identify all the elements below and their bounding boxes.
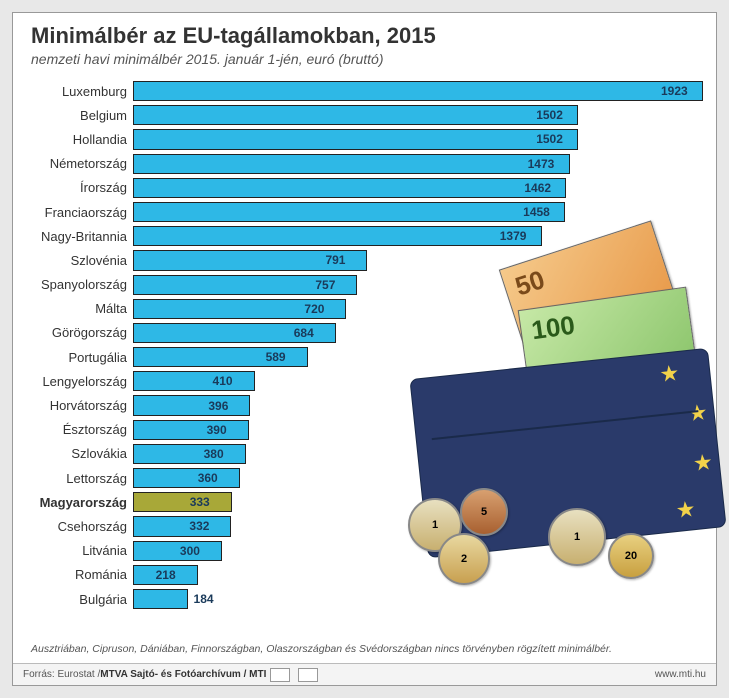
bar-row: Hollandia 1502 xyxy=(13,127,713,151)
euro-coin-icon: 5 xyxy=(460,488,508,536)
bar-value-label: 1502 xyxy=(536,108,563,122)
bar-category-label: Franciaország xyxy=(13,205,133,220)
bar xyxy=(133,178,566,198)
bar xyxy=(133,154,570,174)
bar-value-label: 1502 xyxy=(536,132,563,146)
bar xyxy=(133,129,578,149)
bar-value-label: 1923 xyxy=(661,84,688,98)
bar xyxy=(133,420,249,440)
bar-row: Luxemburg 1923 xyxy=(13,79,713,103)
bar-value-label: 1473 xyxy=(528,157,555,171)
bar-value-label: 360 xyxy=(198,471,218,485)
bar-category-label: Hollandia xyxy=(13,132,133,147)
bar-value-label: 300 xyxy=(180,544,200,558)
bar-value-label: 791 xyxy=(325,253,345,267)
bar-value-label: 332 xyxy=(189,519,209,533)
bar-row: Írország 1462 xyxy=(13,176,713,200)
bar-category-label: Szlovénia xyxy=(13,253,133,268)
bar xyxy=(133,589,188,609)
bar-category-label: Magyarország xyxy=(13,495,133,510)
bar xyxy=(133,81,703,101)
bar-category-label: Horvátország xyxy=(13,398,133,413)
bar-category-label: Németország xyxy=(13,156,133,171)
bar-category-label: Litvánia xyxy=(13,543,133,558)
bar-category-label: Lettország xyxy=(13,471,133,486)
bar-category-label: Portugália xyxy=(13,350,133,365)
source-url: www.mti.hu xyxy=(655,669,706,680)
source-bold: MTVA Sajtó- és Fotóarchívum / MTI xyxy=(100,669,266,680)
chart-title: Minimálbér az EU-tagállamokban, 2015 xyxy=(31,23,436,49)
bar-value-label: 1458 xyxy=(523,205,550,219)
bar-row: Franciaország 1458 xyxy=(13,200,713,224)
bar xyxy=(133,444,246,464)
bar-category-label: Románia xyxy=(13,567,133,582)
euro-coin-icon: 2 xyxy=(438,533,490,585)
credits-bar: Forrás: Eurostat / MTVA Sajtó- és Fotóar… xyxy=(13,663,716,685)
bar xyxy=(133,492,232,512)
bar-value-label: 684 xyxy=(294,326,314,340)
euro-coin-icon: 20 xyxy=(608,533,654,579)
bar-value-label: 757 xyxy=(315,278,335,292)
mti-logo-icon xyxy=(270,668,290,682)
bar-category-label: Észtország xyxy=(13,422,133,437)
mti-logo2-icon xyxy=(298,668,318,682)
bar-value-label: 380 xyxy=(204,447,224,461)
bar xyxy=(133,541,222,561)
bar xyxy=(133,105,578,125)
bar-value-label: 589 xyxy=(266,350,286,364)
bar-row: Bulgária 184 xyxy=(13,587,713,611)
bar-value-label: 184 xyxy=(194,592,214,606)
bar-row: Belgium 1502 xyxy=(13,103,713,127)
bar-value-label: 720 xyxy=(304,302,324,316)
chart-subtitle: nemzeti havi minimálbér 2015. január 1-j… xyxy=(31,51,384,67)
bar xyxy=(133,468,240,488)
bar xyxy=(133,516,231,536)
bar-value-label: 1379 xyxy=(500,229,527,243)
bar-row: Németország 1473 xyxy=(13,152,713,176)
bar xyxy=(133,395,250,415)
bar-category-label: Spanyolország xyxy=(13,277,133,292)
euro-coin-icon: 1 xyxy=(548,508,606,566)
bar-category-label: Lengyelország xyxy=(13,374,133,389)
infographic-frame: Minimálbér az EU-tagállamokban, 2015 nem… xyxy=(12,12,717,686)
bar-value-label: 333 xyxy=(190,495,210,509)
footnote: Ausztriában, Cipruson, Dániában, Finnors… xyxy=(31,643,612,655)
bar-category-label: Bulgária xyxy=(13,592,133,607)
bar-category-label: Belgium xyxy=(13,108,133,123)
euro-illustration: 50 100 ★ ★ ★ ★ 152120 xyxy=(398,243,708,583)
bar-category-label: Írország xyxy=(13,180,133,195)
bar xyxy=(133,371,255,391)
source-prefix: Forrás: Eurostat / xyxy=(23,669,100,680)
bar-category-label: Nagy-Britannia xyxy=(13,229,133,244)
bar-value-label: 218 xyxy=(156,568,176,582)
bar-category-label: Luxemburg xyxy=(13,84,133,99)
bar-value-label: 396 xyxy=(208,399,228,413)
bar-category-label: Görögország xyxy=(13,325,133,340)
bar-value-label: 410 xyxy=(213,374,233,388)
bar-value-label: 390 xyxy=(207,423,227,437)
bar-value-label: 1462 xyxy=(524,181,551,195)
bar xyxy=(133,202,565,222)
bar-category-label: Csehország xyxy=(13,519,133,534)
bar-category-label: Szlovákia xyxy=(13,446,133,461)
bar-category-label: Málta xyxy=(13,301,133,316)
